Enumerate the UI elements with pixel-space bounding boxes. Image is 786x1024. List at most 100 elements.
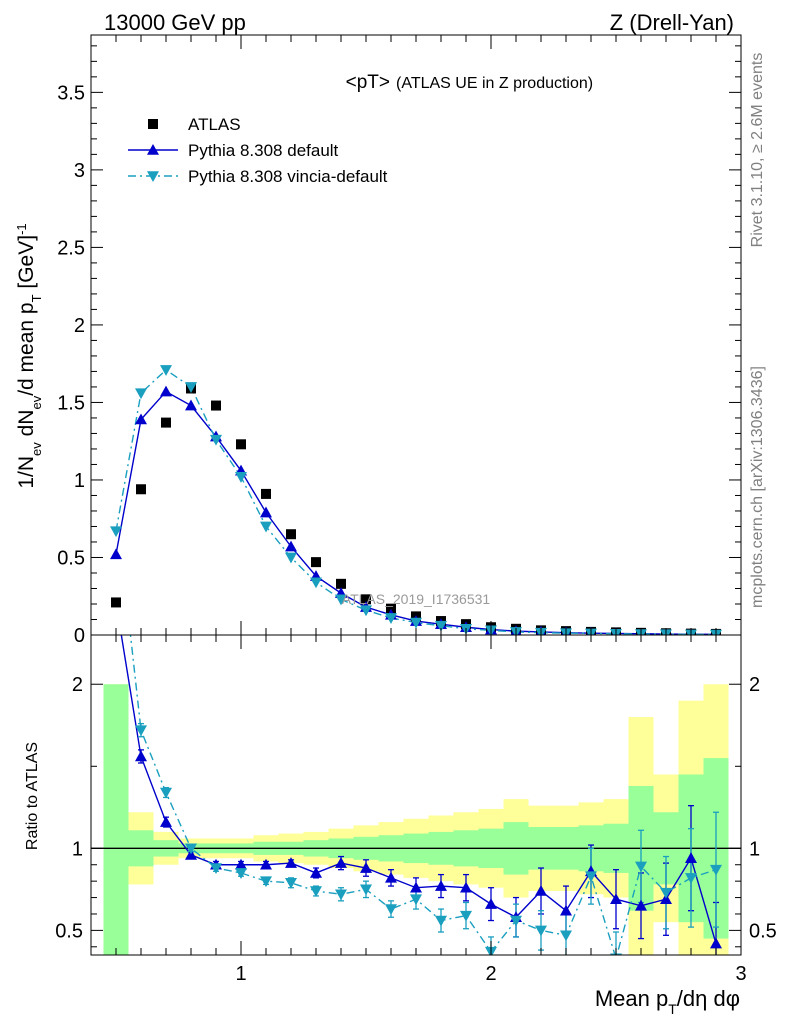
watermark: ATLAS_2019_I1736531: [342, 591, 491, 607]
ratio-point-s1-13: [435, 915, 447, 927]
ratio-point-s0-17: [535, 885, 547, 896]
ratio-xtick-label: 3: [735, 963, 746, 985]
main-point-s0-9: [336, 578, 346, 589]
legend-marker-0: [148, 119, 158, 129]
ratio-point-s1-6: [260, 876, 272, 888]
ratio-point-s0-21: [635, 899, 647, 911]
ratio-point-s0-18: [560, 904, 572, 916]
main-point-s0-10: [361, 594, 371, 605]
main-point-s2-12: [410, 617, 422, 629]
ratio-point-s0-13: [435, 880, 447, 891]
ratio-ytick-label-right: 2: [749, 674, 760, 696]
main-point-s0-5: [236, 439, 246, 450]
main-title: <pT>: [346, 72, 390, 93]
main-title-suffix: (ATLAS UE in Z production): [396, 75, 593, 92]
ratio-ylabel: Ratio to ATLAS: [24, 742, 41, 850]
legend-marker-1: [147, 144, 159, 155]
ratio-clip-group: [91, 635, 741, 955]
ratio-point-s0-11: [385, 871, 397, 883]
ratio-xtick-label: 2: [485, 963, 496, 985]
main-point-s2-1: [135, 388, 147, 400]
main-point-s1-3: [185, 399, 197, 411]
ratio-point-s0-5: [235, 858, 247, 870]
main-ytick-label: 1.5: [57, 392, 85, 414]
ratio-point-s1-1: [135, 725, 147, 737]
main-ytick-label: 2: [74, 315, 85, 337]
ratio-point-s0-14: [460, 881, 472, 893]
ratio-point-s1-24: [710, 864, 722, 876]
header-right: Z (Drell-Yan): [610, 10, 734, 35]
main-point-s0-4: [211, 400, 221, 411]
main-point-s2-11: [385, 613, 397, 624]
ratio-point-s0-6: [260, 858, 272, 870]
main-panel: 0 0.5 1 1.5 2 2.5 3 3.5 <pT> (ATLAS UE in Z pro…: [14, 34, 742, 647]
ratio-ytick-label: 1: [72, 838, 83, 860]
main-point-s2-6: [260, 521, 272, 533]
main-ytick-label: 3: [74, 160, 85, 182]
ratio-point-s1-18: [560, 930, 572, 942]
ratio-point-s0-9: [335, 857, 347, 868]
ratio-point-s1-23: [685, 873, 697, 884]
ratio-point-s1-4: [210, 863, 222, 875]
ratio-ytick-label: 0.5: [55, 920, 83, 942]
main-point-s1-6: [260, 506, 272, 518]
main-point-s2-9: [335, 594, 347, 606]
main-point-s0-6: [261, 488, 271, 499]
main-point-s1-0: [110, 548, 122, 560]
ratio-point-s0-15: [485, 898, 497, 909]
header-left: 13000 GeV pp: [104, 10, 246, 35]
mcplots-label: mcplots.cern.ch [arXiv:1306.3436]: [749, 366, 766, 608]
main-point-s2-5: [235, 472, 247, 483]
main-ytick-label: 3.5: [57, 82, 85, 104]
main-point-s2-10: [360, 605, 372, 617]
ratio-point-s1-10: [360, 884, 372, 896]
ratio-point-s1-8: [310, 886, 322, 897]
ratio-point-s0-20: [610, 893, 622, 905]
main-point-s2-8: [310, 577, 322, 589]
main-ytick-label: 1: [74, 470, 85, 492]
main-point-s0-11: [386, 603, 396, 614]
rivet-label: Rivet 3.1.10, ≥ 2.6M events: [749, 53, 766, 248]
ratio-point-s0-7: [285, 857, 297, 868]
ratio-ytick-label-right: 0.5: [749, 920, 777, 942]
main-point-s0-8: [311, 557, 321, 568]
ratio-ytick-label: 2: [72, 674, 83, 696]
ratio-point-s1-14: [460, 910, 472, 922]
ratio-point-s1-12: [410, 894, 422, 906]
ratio-series-layer: [91, 635, 741, 955]
ratio-point-s0-1: [135, 750, 147, 762]
ratio-point-s1-9: [335, 889, 347, 901]
ratio-ytick-label-right: 1: [749, 838, 760, 860]
ratio-point-s0-2: [160, 816, 172, 827]
main-ytick-label: 0: [74, 625, 85, 647]
ratio-point-s1-2: [160, 787, 172, 799]
main-axes: 0 0.5 1 1.5 2 2.5 3 3.5: [57, 34, 742, 647]
ratio-point-s1-5: [235, 868, 247, 879]
main-point-s1-7: [285, 540, 297, 552]
ratio-point-s1-16: [510, 915, 522, 927]
legend-label-0: ATLAS: [188, 115, 241, 134]
ratio-panel: 0.5 0.5 1 1 2 2 1 2 3 Ratio to ATLAS Mean pT/dη …: [24, 634, 777, 1017]
ratio-point-s1-7: [285, 877, 297, 889]
ratio-point-s0-24: [710, 937, 722, 949]
main-point-s2-13: [435, 620, 447, 632]
main-point-s2-0: [110, 526, 122, 538]
main-ytick-label: 2.5: [57, 237, 85, 259]
ratio-point-s1-22: [660, 887, 672, 899]
ratio-xtick-label: 1: [235, 963, 246, 985]
main-point-s0-2: [161, 417, 171, 428]
main-point-s2-3: [185, 382, 197, 393]
green-band: [103, 684, 129, 955]
ratio-point-s0-23: [685, 852, 697, 863]
legend-marker-2: [147, 171, 159, 182]
ratio-point-s0-12: [410, 881, 422, 893]
ratio-axes: 0.5 0.5 1 1 2 2 1 2 3: [55, 634, 777, 985]
legend-label-2: Pythia 8.308 vincia-default: [188, 167, 388, 186]
main-ylabel: 1/Nev dNev/d mean pT [GeV]-1: [14, 223, 44, 488]
main-point-s2-2: [160, 365, 172, 376]
ratio-point-s1-19: [585, 871, 597, 883]
main-point-s0-1: [136, 484, 146, 495]
main-point-s1-2: [160, 385, 172, 397]
main-point-s0-0: [111, 597, 121, 608]
